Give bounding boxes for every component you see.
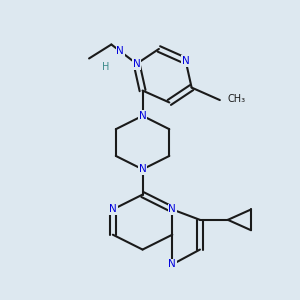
Text: N: N: [168, 204, 176, 214]
Text: N: N: [133, 59, 140, 69]
Text: N: N: [109, 204, 117, 214]
Text: H: H: [102, 62, 109, 72]
Text: N: N: [116, 46, 124, 56]
Text: N: N: [139, 111, 146, 121]
Text: N: N: [168, 260, 176, 269]
Text: CH₃: CH₃: [227, 94, 245, 103]
Text: N: N: [139, 164, 146, 174]
Text: N: N: [182, 56, 190, 66]
